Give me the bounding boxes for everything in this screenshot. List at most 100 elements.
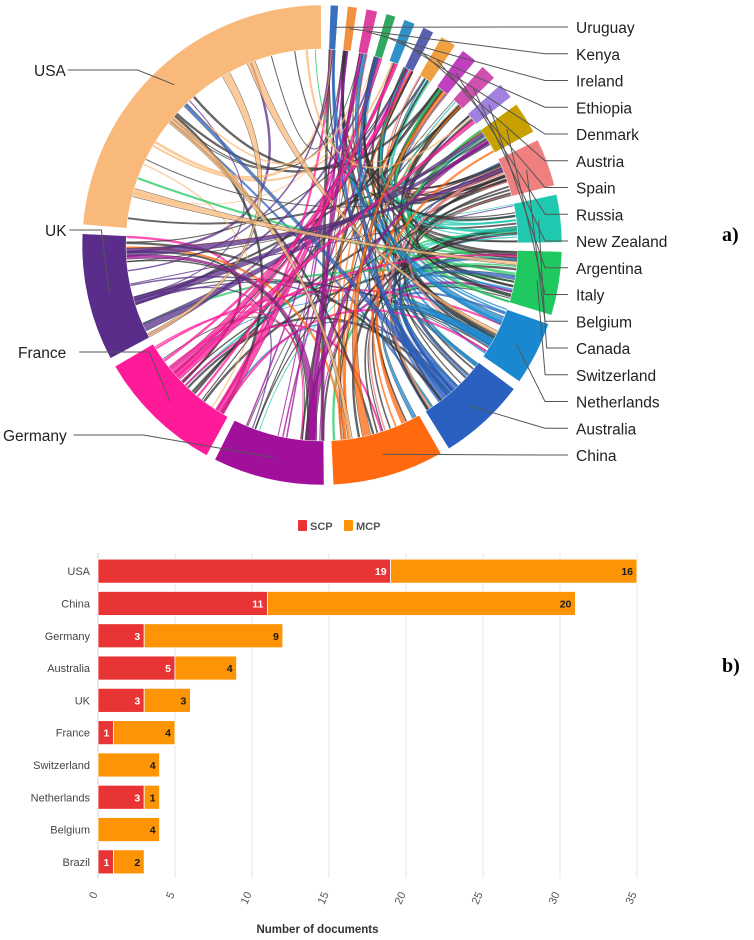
chord-arc-france <box>114 343 229 456</box>
leader-line <box>538 220 568 349</box>
x-axis-title: Number of documents <box>256 924 378 936</box>
leader-line <box>488 104 568 269</box>
chord-arc-china <box>330 414 442 485</box>
country-label-belgium: Belgium <box>576 314 632 331</box>
chord-arc-germany <box>214 420 325 486</box>
chord-arc-uk <box>81 233 150 359</box>
x-tick-label: 10 <box>239 890 255 906</box>
country-label-italy: Italy <box>576 288 605 305</box>
leader-line <box>79 351 171 402</box>
chord-link <box>162 316 306 441</box>
country-label-germany: Germany <box>3 428 67 445</box>
country-label-spain: Spain <box>576 181 616 198</box>
chord-link <box>192 87 441 170</box>
x-tick-label: 20 <box>393 890 409 906</box>
bar-mcp-uk <box>143 687 191 713</box>
chord-arc-italy <box>480 103 534 153</box>
category-label-switzerland: Switzerland <box>33 760 90 772</box>
data-label: 20 <box>560 598 572 610</box>
data-label: 4 <box>150 760 156 772</box>
data-label: 1 <box>104 857 110 869</box>
chord-link <box>125 67 407 243</box>
legend: SCP MCP <box>298 520 380 533</box>
chord-link <box>322 228 518 442</box>
category-label-brazil: Brazil <box>62 857 90 869</box>
legend-label-scp: SCP <box>310 521 333 533</box>
leader-line <box>73 434 273 458</box>
category-label-netherlands: Netherlands <box>31 792 91 804</box>
data-label: 3 <box>134 695 140 707</box>
country-label-denmark: Denmark <box>576 127 639 144</box>
bar-mcp-usa <box>390 558 638 584</box>
data-label: 11 <box>252 598 263 610</box>
country-label-switzerland: Switzerland <box>576 368 656 385</box>
category-label-usa: USA <box>67 566 90 578</box>
data-label: 16 <box>621 566 633 578</box>
legend-label-mcp: MCP <box>356 521 380 533</box>
data-label: 3 <box>134 631 140 643</box>
bar-mcp-switzerland <box>97 752 160 778</box>
chord-link <box>201 86 439 401</box>
category-label-france: France <box>56 728 90 740</box>
data-label: 3 <box>134 792 140 804</box>
data-label: 4 <box>227 663 233 675</box>
country-label-new-zealand: New Zealand <box>576 234 667 251</box>
leader-line <box>349 28 568 55</box>
country-label-uruguay: Uruguay <box>576 20 635 37</box>
country-label-china: China <box>576 448 617 465</box>
country-label-france: France <box>18 345 66 362</box>
category-label-belgium: Belgium <box>50 825 90 837</box>
chord-link <box>129 205 515 285</box>
chord-arc-netherlands <box>482 309 549 382</box>
category-label-uk: UK <box>75 695 91 707</box>
chord-link <box>175 77 427 173</box>
bar-mcp-belgium <box>97 817 160 842</box>
chord-arc-new-zealand <box>452 66 495 109</box>
leader-line <box>455 72 568 215</box>
x-tick-label: 15 <box>316 890 332 906</box>
bar-scp-australia <box>97 655 176 681</box>
chord-arc-canada <box>513 194 563 244</box>
data-label: 4 <box>150 825 156 837</box>
panel-label-b: b) <box>722 655 740 677</box>
chord-diagram: Uruguay Kenya Ireland Ethiopia Denmark Austri… <box>3 4 667 486</box>
chord-labels: Uruguay Kenya Ireland Ethiopia Denmark Austri… <box>3 20 667 465</box>
leader-line <box>436 59 568 188</box>
country-label-argentina: Argentina <box>576 261 643 278</box>
data-label: 2 <box>134 857 140 869</box>
bar-scp-usa <box>97 558 392 584</box>
category-label-china: China <box>61 598 91 610</box>
country-label-russia: Russia <box>576 207 624 224</box>
chord-arc-switzerland <box>509 250 563 316</box>
chord-link <box>143 163 255 408</box>
bar-mcp-australia <box>174 655 237 681</box>
x-tick-label: 25 <box>470 890 486 906</box>
bar-scp-germany <box>97 623 145 649</box>
leader-line <box>367 31 568 81</box>
category-label-germany: Germany <box>45 631 91 643</box>
data-label: 19 <box>375 566 387 578</box>
chord-link <box>375 150 495 425</box>
leader-line <box>515 343 568 402</box>
bar-scp-netherlands <box>97 784 145 810</box>
data-label: 9 <box>273 631 279 643</box>
legend-swatch-mcp <box>344 520 353 531</box>
country-label-kenya: Kenya <box>576 47 620 64</box>
chord-arc-usa <box>82 4 322 229</box>
country-label-ethiopia: Ethiopia <box>576 100 632 117</box>
leader-line <box>536 280 568 376</box>
leader-line <box>401 41 568 135</box>
x-tick-label: 30 <box>547 890 563 906</box>
leader-line <box>418 49 568 162</box>
chord-links <box>125 49 519 442</box>
bar-mcp-brazil <box>113 849 145 875</box>
data-label: 5 <box>165 663 171 675</box>
data-label: 3 <box>181 695 187 707</box>
bar-scp-uk <box>97 687 145 713</box>
leader-line <box>469 405 568 429</box>
data-label: 1 <box>104 728 110 740</box>
country-label-canada: Canada <box>576 341 631 358</box>
country-label-netherlands: Netherlands <box>576 395 660 412</box>
